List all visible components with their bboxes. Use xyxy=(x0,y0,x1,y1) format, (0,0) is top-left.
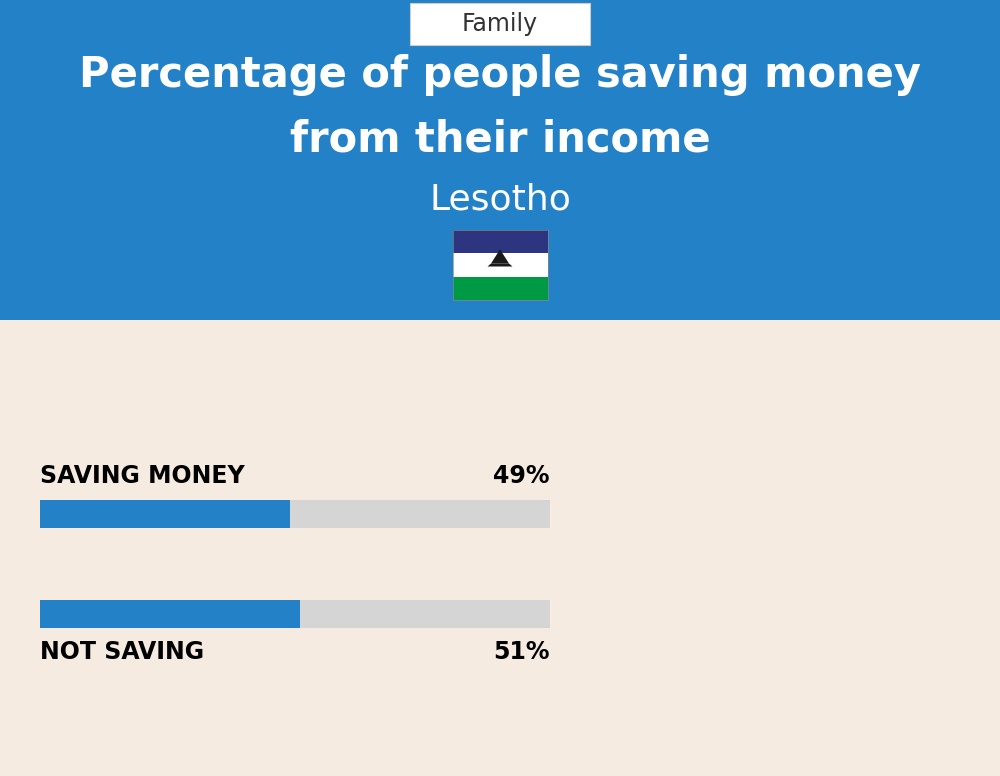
FancyBboxPatch shape xyxy=(40,500,550,528)
Polygon shape xyxy=(498,250,502,252)
FancyBboxPatch shape xyxy=(40,500,290,528)
FancyBboxPatch shape xyxy=(40,600,300,628)
Text: from their income: from their income xyxy=(290,119,710,161)
Polygon shape xyxy=(491,252,509,264)
Text: Family: Family xyxy=(462,12,538,36)
Polygon shape xyxy=(452,277,548,300)
FancyBboxPatch shape xyxy=(40,600,550,628)
Text: 49%: 49% xyxy=(494,464,550,488)
Polygon shape xyxy=(0,320,1000,776)
Text: 51%: 51% xyxy=(494,640,550,664)
Text: Lesotho: Lesotho xyxy=(429,183,571,217)
Polygon shape xyxy=(488,264,512,266)
Text: NOT SAVING: NOT SAVING xyxy=(40,640,204,664)
Polygon shape xyxy=(452,253,548,277)
FancyBboxPatch shape xyxy=(410,3,590,45)
Polygon shape xyxy=(0,0,1000,320)
Polygon shape xyxy=(452,230,548,253)
Text: SAVING MONEY: SAVING MONEY xyxy=(40,464,245,488)
Text: Percentage of people saving money: Percentage of people saving money xyxy=(79,54,921,96)
Ellipse shape xyxy=(0,140,1000,500)
